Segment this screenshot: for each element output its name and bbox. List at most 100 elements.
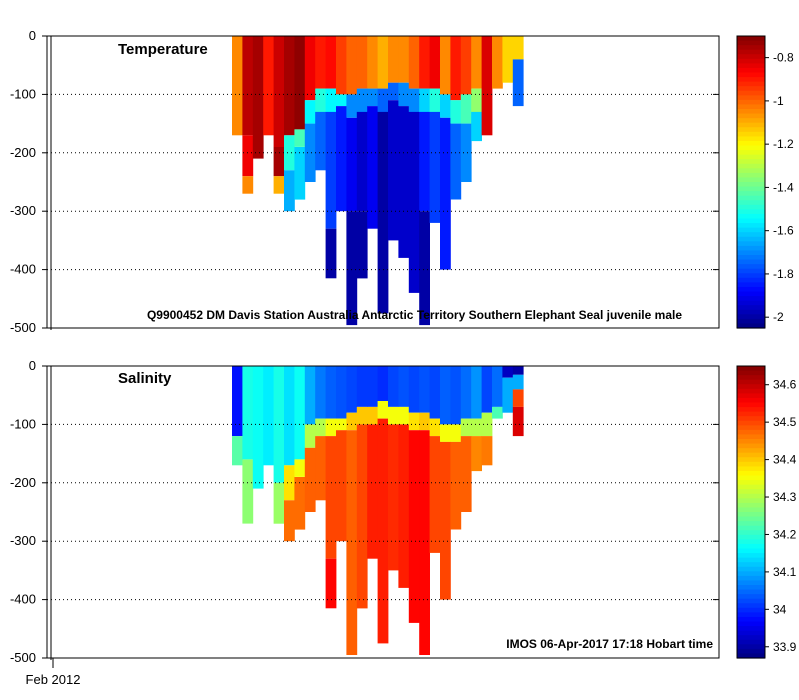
cell-p18-l2 xyxy=(419,430,430,655)
cell-p4-l1 xyxy=(273,147,285,177)
cell-p11-l2 xyxy=(346,117,358,212)
cell-p13-l2 xyxy=(367,424,378,559)
cell-p11-l0 xyxy=(346,36,358,95)
colorbar-band-0 xyxy=(737,366,765,372)
cell-p24-l2 xyxy=(481,436,493,466)
colorbar-band-12 xyxy=(737,420,765,426)
temperature-panel: 0 -100 -200 -300 -400 -500 Temperature Q99004… xyxy=(10,28,794,335)
colorbar-tick-label-6: 34 xyxy=(773,602,787,616)
cell-p24-l0 xyxy=(481,36,493,136)
colorbar-band-16 xyxy=(737,109,765,115)
cell-p22-l1 xyxy=(460,418,472,437)
colorbar-band-2 xyxy=(737,375,765,381)
cell-p12-l0 xyxy=(356,36,368,89)
colorbar-band-12 xyxy=(737,90,765,96)
colorbar-band-37 xyxy=(737,534,765,540)
cell-p21-l0 xyxy=(450,366,462,425)
colorbar-band-55 xyxy=(737,286,765,293)
colorbar-band-13 xyxy=(737,425,765,431)
cell-p10-l2 xyxy=(336,106,347,212)
cell-p25-l1 xyxy=(492,406,503,419)
temperature-colorbar: -0.8 -1 -1.2 -1.4 -1.6 -1.8 -2 xyxy=(736,35,794,329)
cell-p5-l0 xyxy=(284,366,295,466)
cell-p23-l0 xyxy=(471,36,482,89)
colorbar-band-59 xyxy=(737,305,765,311)
colorbar-band-46 xyxy=(737,575,765,582)
colorbar-band-5 xyxy=(737,58,765,64)
colorbar-band-43 xyxy=(737,232,765,238)
colorbar-band-5 xyxy=(737,388,765,394)
cell-p23-l0 xyxy=(471,366,482,419)
colorbar-band-6 xyxy=(737,63,765,69)
cell-p19-l2 xyxy=(429,111,441,223)
colorbar-band-38 xyxy=(737,209,765,215)
cell-p18-l0 xyxy=(419,36,430,89)
colorbar-band-37 xyxy=(737,204,765,210)
cell-p17-l0 xyxy=(408,366,420,413)
cell-p5-l2 xyxy=(284,170,295,212)
colorbar-band-23 xyxy=(737,470,765,477)
colorbar-band-36 xyxy=(737,530,765,536)
colorbar-tick-label-5: -1.8 xyxy=(773,267,794,281)
cell-p20-l2 xyxy=(440,441,451,600)
cell-p1-l0 xyxy=(242,36,254,136)
colorbar-tick-label-0: 34.6 xyxy=(773,378,797,392)
cell-p23-l2 xyxy=(471,436,482,472)
colorbar-band-52 xyxy=(737,273,765,279)
cell-p20-l1 xyxy=(440,424,451,442)
colorbar-band-38 xyxy=(737,539,765,545)
colorbar-band-7 xyxy=(737,397,765,404)
colorbar-band-49 xyxy=(737,259,765,265)
colorbar-band-27 xyxy=(737,489,765,495)
cell-p10-l1 xyxy=(336,94,347,107)
colorbar-band-2 xyxy=(737,45,765,51)
cell-p1-l0 xyxy=(242,366,254,460)
cell-p12-l0 xyxy=(356,366,368,407)
colorbar-band-62 xyxy=(737,648,765,655)
colorbar-tick-label-1: -1 xyxy=(773,94,784,108)
cell-p1-l2 xyxy=(242,176,254,194)
colorbar-band-28 xyxy=(737,163,765,169)
cell-p9-l0 xyxy=(325,36,337,89)
cell-p5-l1 xyxy=(284,135,295,171)
cell-p11-l3 xyxy=(346,211,358,326)
cell-p23-l1 xyxy=(471,418,482,437)
colorbar-band-53 xyxy=(737,277,765,283)
cell-p27-l1 xyxy=(512,374,524,390)
colorbar-band-35 xyxy=(737,195,765,201)
colorbar-band-26 xyxy=(737,154,765,160)
colorbar-band-19 xyxy=(737,122,765,128)
colorbar-tick-label-6: -2 xyxy=(773,310,784,324)
y-tick-label-2: -200 xyxy=(10,145,36,160)
colorbar-band-48 xyxy=(737,585,765,591)
cell-p12-l1 xyxy=(356,406,368,425)
cell-p15-l1 xyxy=(388,82,399,101)
cell-p2-l0 xyxy=(252,366,264,489)
colorbar-band-61 xyxy=(737,314,765,320)
cell-p27-l0 xyxy=(512,366,524,375)
colorbar-band-8 xyxy=(737,402,765,408)
cell-p15-l2 xyxy=(388,100,399,241)
colorbar-band-61 xyxy=(737,644,765,650)
cell-p10-l1 xyxy=(336,418,347,431)
cell-p3-l0 xyxy=(263,366,274,466)
colorbar-band-50 xyxy=(737,264,765,270)
salinity-panel: 0 -100 -200 -300 -400 -500 Salinity IMOS 06-A… xyxy=(10,358,797,665)
cell-p8-l0 xyxy=(315,36,326,89)
colorbar-band-45 xyxy=(737,241,765,247)
cell-p22-l2 xyxy=(460,436,472,512)
salinity-y-ticks: 0 -100 -200 -300 -400 -500 xyxy=(10,358,719,665)
cell-p18-l0 xyxy=(419,366,430,413)
cell-p5-l2 xyxy=(284,500,295,542)
colorbar-band-60 xyxy=(737,309,765,315)
cell-p11-l0 xyxy=(346,366,358,413)
cell-p6-l1 xyxy=(294,129,306,147)
salinity-colorbar: 34.6 34.5 34.4 34.3 34.2 34.1 34 33.9 xyxy=(736,365,797,659)
colorbar-band-17 xyxy=(737,443,765,449)
cell-p13-l2 xyxy=(367,106,378,229)
colorbar-band-6 xyxy=(737,393,765,399)
cell-p5-l1 xyxy=(284,465,295,501)
cell-p21-l0 xyxy=(450,36,462,101)
cell-p0-l1 xyxy=(232,436,243,466)
